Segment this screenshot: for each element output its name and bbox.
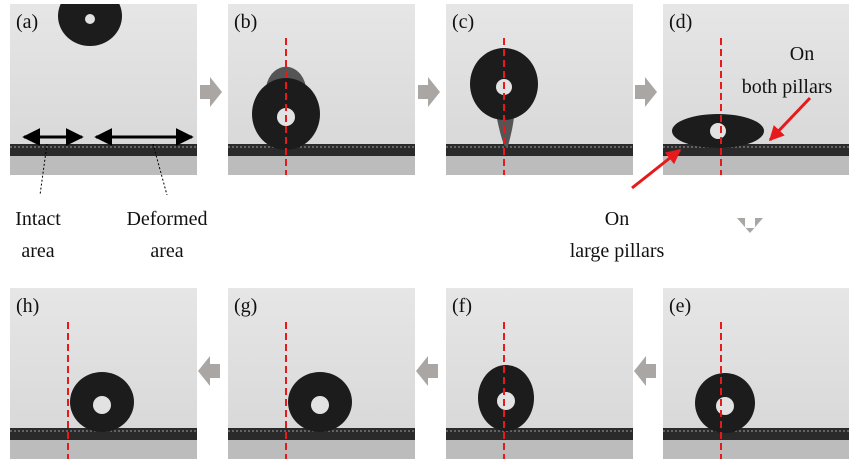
annotation: both pillars xyxy=(742,76,833,98)
figure: (a) (b) (c) (d) (e) (f) (g) (h) Intact area Def… xyxy=(0,0,849,461)
panel: (h) xyxy=(10,288,197,459)
substrate xyxy=(10,144,197,156)
substrate-lower xyxy=(228,438,415,459)
panel-label: (d) xyxy=(669,11,692,33)
substrate xyxy=(228,144,415,156)
panel-label: (g) xyxy=(234,295,257,317)
panel: (c) xyxy=(446,4,633,175)
substrate-lower xyxy=(446,438,633,459)
annotation: On xyxy=(790,43,814,65)
panel: (g) xyxy=(228,288,415,459)
substrate-lower xyxy=(446,154,633,175)
droplet-highlight xyxy=(710,123,726,139)
panel-content xyxy=(446,288,633,459)
panel-label: (e) xyxy=(669,295,691,317)
panel: (a) xyxy=(10,0,197,175)
droplet-highlight xyxy=(497,392,515,410)
annotation: Intact xyxy=(15,208,61,230)
panel: (f) xyxy=(446,288,633,459)
droplet-highlight xyxy=(93,396,111,414)
panel-label: (h) xyxy=(16,295,39,317)
substrate xyxy=(446,428,633,440)
substrate-lower xyxy=(663,438,849,459)
panel-label: (f) xyxy=(452,295,472,317)
annotation: area xyxy=(150,240,183,262)
annotation: large pillars xyxy=(570,240,665,262)
substrate-lower xyxy=(10,438,197,459)
substrate xyxy=(663,144,849,156)
droplet-highlight xyxy=(85,14,95,24)
panel-label: (a) xyxy=(16,11,38,33)
annotation: On xyxy=(605,208,629,230)
droplet-highlight xyxy=(716,397,734,415)
panel: (e) xyxy=(663,288,849,459)
annotation: Deformed xyxy=(126,208,207,230)
substrate-lower xyxy=(228,154,415,175)
droplet-highlight xyxy=(311,396,329,414)
annotation: area xyxy=(21,240,54,262)
panel-label: (b) xyxy=(234,11,257,33)
panel-label: (c) xyxy=(452,11,474,33)
substrate-lower xyxy=(663,154,849,175)
substrate-lower xyxy=(10,154,197,175)
panel: (b) xyxy=(228,4,415,175)
substrate xyxy=(663,428,849,440)
substrate xyxy=(446,144,633,156)
